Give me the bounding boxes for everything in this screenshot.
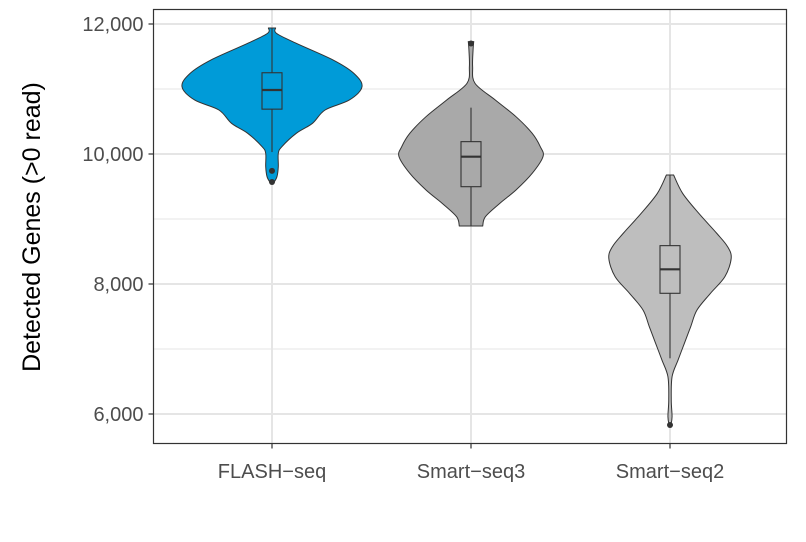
y-tick-label: 6,000 xyxy=(93,404,143,426)
y-axis: 6,000 8,000 10,000 12,000 xyxy=(82,14,154,426)
outlier-point xyxy=(269,167,275,174)
outlier-point xyxy=(468,40,474,47)
x-tick-label: Smart−seq3 xyxy=(417,461,525,483)
y-tick-label: 12,000 xyxy=(82,14,143,36)
violins xyxy=(181,27,732,428)
y-tick-label: 10,000 xyxy=(82,144,143,166)
plot-panel-border xyxy=(152,8,788,445)
x-tick-label: FLASH−seq xyxy=(218,461,326,483)
outlier-point xyxy=(269,178,275,185)
violin-3 xyxy=(608,174,732,428)
y-tick-label: 8,000 xyxy=(93,274,143,296)
x-tick-label: Smart−seq2 xyxy=(616,461,724,483)
y-axis-title: Detected Genes (>0 read) xyxy=(18,82,46,372)
violin-1 xyxy=(181,27,363,185)
outlier-point xyxy=(667,421,673,428)
box xyxy=(460,141,482,188)
x-axis: FLASH−seq Smart−seq3 Smart−seq2 xyxy=(218,443,724,483)
violin-2 xyxy=(398,40,544,227)
